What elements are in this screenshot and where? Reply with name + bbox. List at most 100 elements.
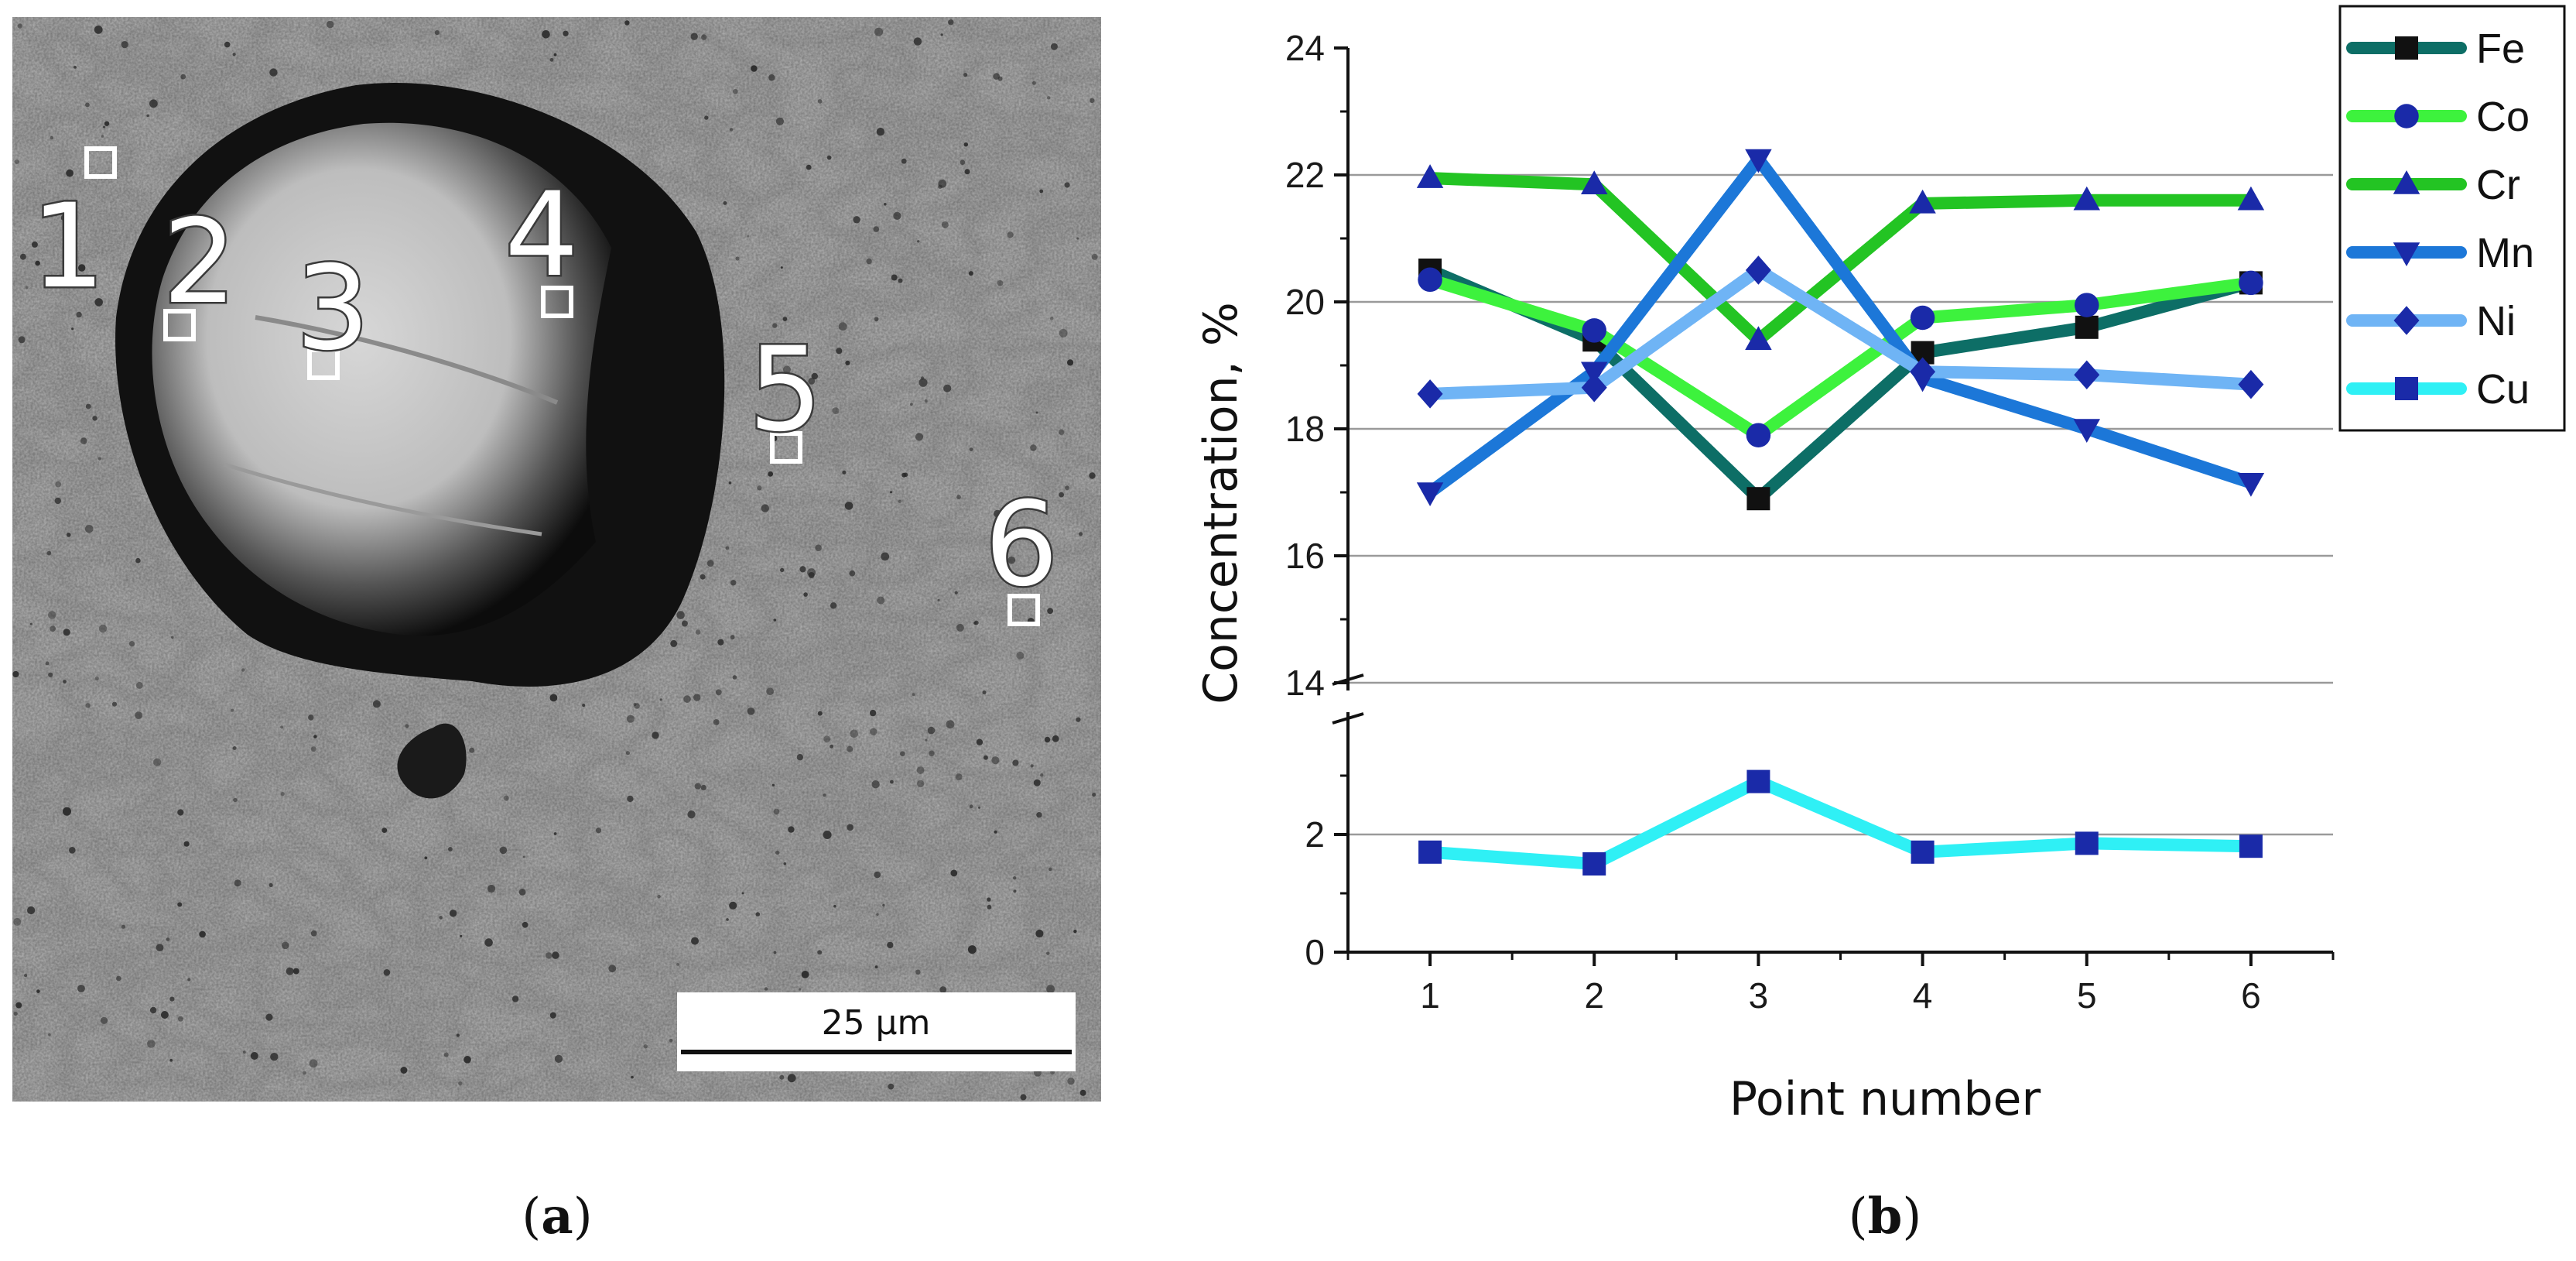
- pit: [135, 557, 141, 564]
- pit: [424, 856, 428, 860]
- pit: [1040, 773, 1044, 777]
- pit: [929, 750, 935, 757]
- pit: [938, 184, 942, 189]
- pit: [817, 950, 823, 955]
- y-tick-label-2: 2: [1305, 814, 1325, 855]
- pit: [683, 695, 691, 703]
- pit: [924, 399, 928, 403]
- legend-label-Fe: Fe: [2476, 26, 2525, 72]
- pit: [955, 773, 963, 781]
- pit: [994, 509, 1002, 518]
- pit: [889, 491, 893, 494]
- point-Co-3: [1746, 423, 1771, 447]
- pit: [1033, 779, 1041, 786]
- pit: [1067, 1078, 1075, 1085]
- pit: [717, 639, 724, 646]
- pit: [871, 780, 880, 789]
- pit: [582, 704, 586, 708]
- pit: [747, 708, 755, 715]
- pit: [100, 1016, 108, 1024]
- pit: [595, 828, 602, 834]
- legend-label-Co: Co: [2476, 94, 2530, 140]
- pit: [224, 41, 231, 48]
- point-Mn-1: [1416, 482, 1444, 506]
- pit: [121, 924, 125, 929]
- pit: [690, 33, 698, 40]
- pit: [1044, 736, 1051, 743]
- pit: [326, 20, 334, 29]
- pit: [302, 1071, 306, 1075]
- pit: [15, 1002, 22, 1009]
- point-label-6: 6: [984, 478, 1058, 612]
- pit: [187, 978, 191, 982]
- pit: [823, 831, 832, 839]
- pit: [976, 738, 984, 745]
- pit: [156, 944, 164, 951]
- pit: [313, 735, 317, 738]
- point-label-3: 3: [296, 242, 369, 376]
- pit: [963, 142, 969, 147]
- pit: [987, 897, 991, 902]
- pit: [13, 1011, 18, 1016]
- pit: [782, 365, 791, 374]
- pit: [997, 279, 1004, 286]
- pit: [874, 317, 879, 322]
- pit: [177, 809, 184, 816]
- pit: [232, 53, 236, 57]
- pit: [69, 847, 76, 854]
- pit: [269, 882, 273, 887]
- pit: [511, 995, 519, 1002]
- pit: [876, 913, 879, 916]
- legend-marker-Mn: [2393, 242, 2420, 266]
- pit: [1047, 608, 1053, 615]
- pit: [135, 711, 143, 719]
- chart-legend: Fe Co Cr Mn Ni Cu: [2338, 5, 2566, 432]
- pit: [308, 714, 314, 721]
- pit: [874, 27, 883, 36]
- pit: [768, 74, 775, 81]
- pit: [869, 709, 877, 717]
- pit: [847, 824, 854, 831]
- x-tick-label-4: 4: [1913, 975, 1933, 1016]
- pit: [761, 504, 769, 512]
- pit: [874, 871, 881, 879]
- pit: [937, 598, 940, 601]
- pit: [85, 102, 90, 108]
- pit: [881, 552, 890, 561]
- pit: [676, 611, 685, 619]
- point-Cu-1: [1418, 840, 1442, 864]
- pit: [199, 930, 206, 938]
- pit: [405, 724, 409, 728]
- y-tick-label-20: 20: [1285, 282, 1325, 322]
- pit: [751, 65, 758, 72]
- pit: [310, 930, 317, 937]
- pit: [830, 602, 837, 609]
- pit: [169, 996, 175, 1002]
- pit: [728, 481, 732, 485]
- pit: [177, 902, 183, 907]
- pit: [1065, 485, 1070, 491]
- point-box-4: [541, 286, 573, 318]
- chart-series: [1416, 149, 2265, 876]
- pit: [915, 433, 924, 441]
- sem-micrograph: 1 2 3 4 5 6 25 µm: [12, 17, 1101, 1102]
- pit: [149, 1006, 157, 1014]
- pit: [98, 624, 108, 633]
- pit: [700, 574, 706, 580]
- pit: [1064, 182, 1070, 188]
- scale-bar-label: 25 µm: [822, 1003, 931, 1043]
- pit: [1076, 237, 1079, 240]
- pit: [910, 403, 913, 406]
- pit: [1049, 867, 1052, 872]
- pit: [487, 884, 496, 893]
- x-tick-label-3: 3: [1749, 975, 1769, 1016]
- x-axis-title: Point number: [1729, 1072, 2041, 1126]
- pit: [80, 437, 87, 444]
- point-label-4: 4: [505, 168, 578, 303]
- pit: [701, 34, 707, 40]
- pit: [898, 278, 903, 283]
- pit: [553, 832, 557, 835]
- pit: [704, 115, 709, 120]
- pit: [460, 934, 463, 937]
